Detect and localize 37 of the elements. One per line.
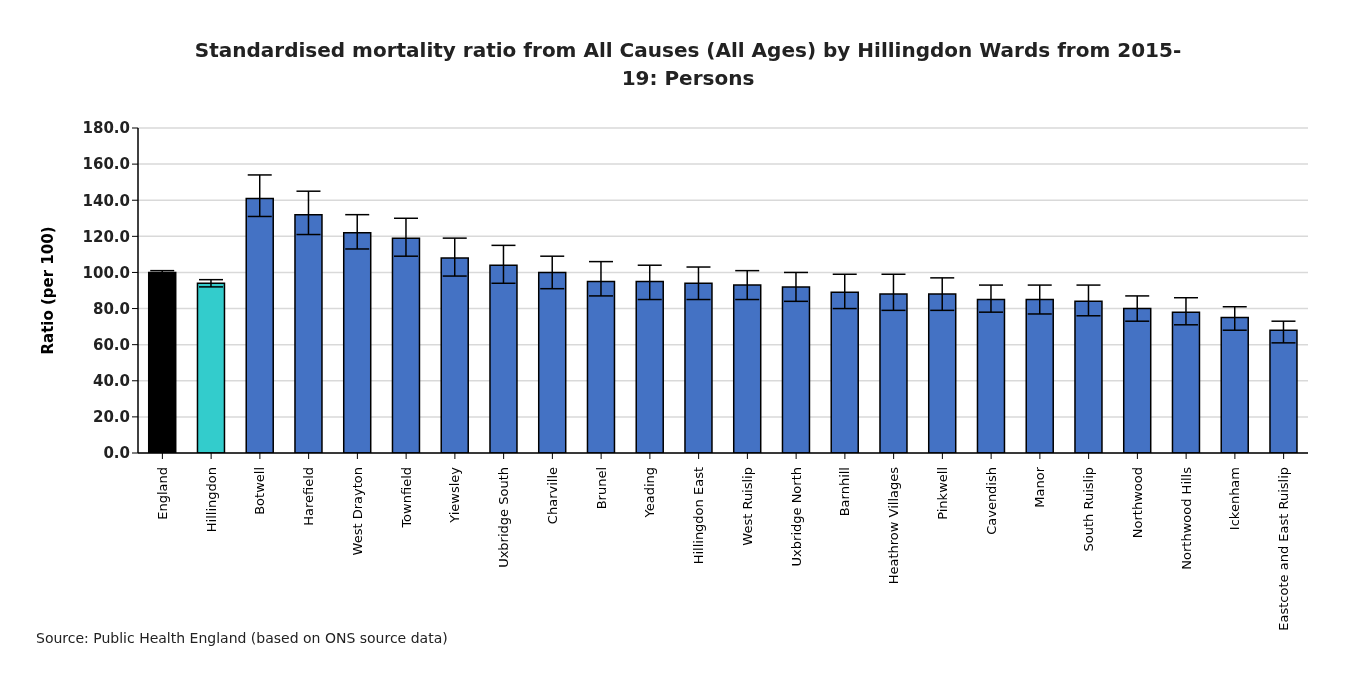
x-tick-label: West Drayton <box>349 467 365 556</box>
x-tick-label: Brunel <box>593 467 609 510</box>
source-note: Source: Public Health England (based on ONS source data) <box>36 630 448 646</box>
y-tick-label: 180.0 <box>82 119 130 138</box>
x-tick-label: West Ruislip <box>739 467 755 546</box>
x-tick-label: Northwood Hills <box>1178 466 1194 570</box>
x-tick-label: South Ruislip <box>1081 467 1097 552</box>
x-tick-label: Pinkwell <box>934 467 950 520</box>
x-tick-label: Ickenham <box>1227 467 1243 531</box>
x-tick-label: Yiewsley <box>447 466 463 524</box>
y-tick-label: 140.0 <box>82 191 130 210</box>
x-tick-label: Eastcote and East Ruislip <box>1276 467 1292 631</box>
x-tick-label: England <box>154 467 170 520</box>
y-tick-label: 160.0 <box>82 155 130 174</box>
x-tick-label: Yeading <box>642 467 658 519</box>
x-tick-label: Heathrow Villages <box>886 466 902 585</box>
x-tick-label: Harefield <box>301 467 317 526</box>
chart-title: Standardised mortality ratio from All Causes (All Ages) by Hillingdon Wards from 2015-19: Persons <box>193 37 1183 92</box>
x-tick-label: Northwood <box>1129 467 1145 539</box>
x-tick-label: Barnhill <box>837 467 853 517</box>
x-tick-label: Charville <box>544 467 560 525</box>
x-tick-label: Townfield <box>398 467 414 529</box>
x-tick-label: Hillingdon <box>203 467 219 533</box>
y-tick-label: 20.0 <box>92 408 130 427</box>
x-tick-label: Hillingdon East <box>691 467 707 565</box>
y-axis-title: Ratio (per 100) <box>39 226 58 355</box>
y-tick-label: 120.0 <box>82 227 130 246</box>
x-tick-label: Cavendish <box>983 467 999 535</box>
y-tick-label: 80.0 <box>92 299 130 318</box>
y-tick-label: 60.0 <box>92 335 130 354</box>
x-tick-label: Manor <box>1032 466 1048 508</box>
y-tick-label: 100.0 <box>82 263 130 282</box>
x-tick-label: Uxbridge North <box>788 467 804 567</box>
x-tick-label: Botwell <box>252 467 268 515</box>
y-tick-label: 40.0 <box>92 372 130 391</box>
y-tick-label: 0.0 <box>103 444 130 463</box>
x-tick-label: Uxbridge South <box>496 467 512 568</box>
